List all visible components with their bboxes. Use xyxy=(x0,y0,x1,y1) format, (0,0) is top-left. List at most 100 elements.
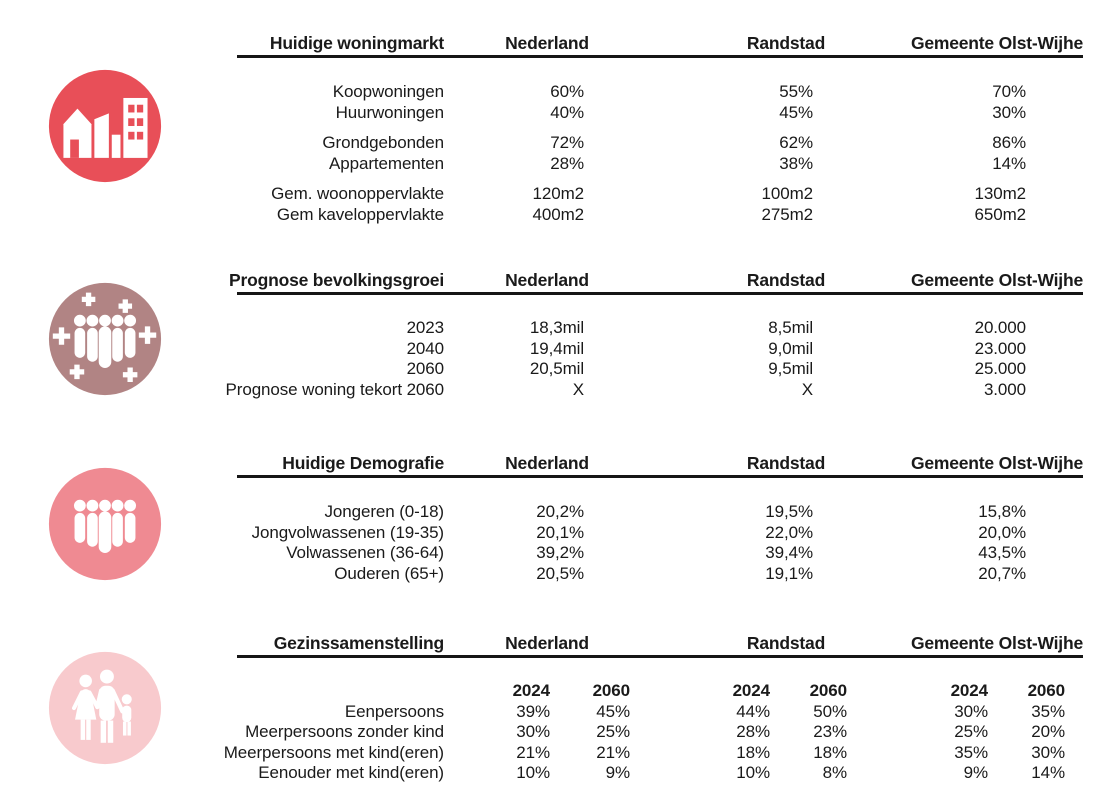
table-row: Eenouder met kind(eren) 10% 9% 10% 8% 9% 14% xyxy=(237,762,1083,783)
cell-value: 28% xyxy=(550,153,584,173)
row-label: Meerpersoons zonder kind xyxy=(245,722,444,741)
cell-value: 20,2% xyxy=(536,502,584,521)
cell-value: 3.000 xyxy=(983,379,1026,399)
cell-value: 62% xyxy=(779,133,813,152)
cell-value: 19,4mil xyxy=(529,338,584,358)
table-row: Ouderen (65+) 20,5% 19,1% 20,7% xyxy=(237,563,1083,584)
column-header-nederland: Nederland xyxy=(505,633,589,653)
cell-value: 30% xyxy=(954,701,988,721)
table-row: 2023 18,3mil 8,5mil 20.000 xyxy=(237,317,1083,338)
cell-value: 28% xyxy=(736,722,770,741)
table-row: Volwassenen (36-64) 39,2% 39,4% 43,5% xyxy=(237,542,1083,563)
cell-value: 25% xyxy=(596,722,630,741)
row-label: Gem kaveloppervlakte xyxy=(276,204,444,224)
year-header: 2024 xyxy=(950,681,989,700)
table-row: Gem. woonoppervlakte 120m2 100m2 130m2 xyxy=(237,183,1083,204)
header-rule xyxy=(237,55,1083,58)
cell-value: 20.000 xyxy=(974,318,1027,337)
cell-value: 45% xyxy=(596,701,630,721)
table-row: Eenpersoons 39% 45% 44% 50% 30% 35% xyxy=(237,701,1083,722)
column-header-nederland: Nederland xyxy=(505,33,589,53)
cell-value: X xyxy=(572,379,584,399)
cell-value: 44% xyxy=(736,701,770,721)
cell-value: 20,7% xyxy=(978,563,1026,583)
cell-value: 86% xyxy=(992,133,1026,152)
column-header-gemeente-olst-wijhe: Gemeente Olst-Wijhe xyxy=(910,633,1083,653)
table-row: Jongvolwassenen (19-35) 20,1% 22,0% 20,0% xyxy=(237,522,1083,543)
row-label: Prognose woning tekort 2060 xyxy=(225,379,445,399)
cell-value: 20,1% xyxy=(536,522,584,542)
cell-value: 19,1% xyxy=(765,563,813,583)
cell-value: 35% xyxy=(954,742,988,762)
table-row: 2040 19,4mil 9,0mil 23.000 xyxy=(237,338,1083,359)
table-row: Koopwoningen 60% 55% 70% xyxy=(237,81,1083,102)
row-label: Eenouder met kind(eren) xyxy=(258,763,444,782)
buildings-icon xyxy=(47,68,163,184)
table-row: Appartementen 28% 38% 14% xyxy=(237,153,1083,174)
cell-value: 38% xyxy=(779,153,813,173)
cell-value: 23.000 xyxy=(974,338,1027,358)
column-header-randstad: Randstad xyxy=(746,33,826,53)
cell-value: 35% xyxy=(1031,701,1065,721)
column-header-randstad: Randstad xyxy=(746,453,826,473)
column-header-gemeente-olst-wijhe: Gemeente Olst-Wijhe xyxy=(910,453,1083,473)
year-header: 2060 xyxy=(1027,681,1066,700)
cell-value: 21% xyxy=(516,742,550,762)
table-title: Huidige Demografie xyxy=(282,453,444,473)
cell-value: 50% xyxy=(813,701,847,721)
cell-value: 39% xyxy=(516,701,550,721)
table-title: Prognose bevolkingsgroei xyxy=(229,270,444,290)
row-label: Koopwoningen xyxy=(332,82,444,101)
cell-value: 18% xyxy=(736,742,770,762)
cell-value: 39,2% xyxy=(536,543,584,562)
row-label: Grondgebonden xyxy=(322,133,444,152)
cell-value: 25.000 xyxy=(974,359,1027,378)
cell-value: 20% xyxy=(1031,722,1065,741)
column-header-nederland: Nederland xyxy=(505,270,589,290)
cell-value: 30% xyxy=(1031,742,1065,762)
cell-value: 400m2 xyxy=(532,204,585,224)
cell-value: 30% xyxy=(516,722,550,741)
row-label: Appartementen xyxy=(329,153,444,173)
table-row: Gem kaveloppervlakte 400m2 275m2 650m2 xyxy=(237,204,1083,225)
cell-value: 70% xyxy=(992,82,1026,101)
cell-value: 14% xyxy=(1031,763,1065,782)
table-row: Jongeren (0-18) 20,2% 19,5% 15,8% xyxy=(237,501,1083,522)
cell-value: 20,5mil xyxy=(529,359,584,378)
people-group-icon xyxy=(47,466,163,582)
row-label: Ouderen (65+) xyxy=(334,563,444,583)
table-row: Huurwoningen 40% 45% 30% xyxy=(237,102,1083,123)
cell-value: 40% xyxy=(550,102,584,122)
table-row: Meerpersoons zonder kind 30% 25% 28% 23% 25% 2… xyxy=(237,721,1083,742)
cell-value: 19,5% xyxy=(765,502,813,521)
cell-value: 10% xyxy=(516,763,550,782)
year-header-row: 2024 2060 2024 2060 2024 2060 xyxy=(237,680,1083,701)
row-label: Volwassenen (36-64) xyxy=(286,543,444,562)
cell-value: 45% xyxy=(779,102,813,122)
cell-value: 30% xyxy=(992,102,1026,122)
cell-value: 8% xyxy=(822,763,847,782)
row-label: Meerpersoons met kind(eren) xyxy=(223,742,444,762)
cell-value: 18% xyxy=(813,742,847,762)
cell-value: 9,5mil xyxy=(768,359,813,378)
cell-value: 9% xyxy=(605,763,630,782)
column-header-randstad: Randstad xyxy=(746,270,826,290)
cell-value: 39,4% xyxy=(765,543,813,562)
cell-value: 9% xyxy=(963,763,988,782)
column-header-gemeente-olst-wijhe: Gemeente Olst-Wijhe xyxy=(910,270,1083,290)
row-label: Eenpersoons xyxy=(344,701,444,721)
table-title: Gezinssamenstelling xyxy=(273,633,444,653)
table-title: Huidige woningmarkt xyxy=(269,33,444,53)
cell-value: 22,0% xyxy=(765,522,813,542)
table-row: 2060 20,5mil 9,5mil 25.000 xyxy=(237,358,1083,379)
cell-value: 72% xyxy=(550,133,584,152)
cell-value: 120m2 xyxy=(532,184,585,203)
row-label: 2060 xyxy=(406,359,445,378)
cell-value: 43,5% xyxy=(978,543,1026,562)
cell-value: 21% xyxy=(596,742,630,762)
cell-value: 20,5% xyxy=(536,563,584,583)
header-rule xyxy=(237,475,1083,478)
header-rule xyxy=(237,655,1083,658)
row-label: Jongvolwassenen (19-35) xyxy=(251,522,444,542)
